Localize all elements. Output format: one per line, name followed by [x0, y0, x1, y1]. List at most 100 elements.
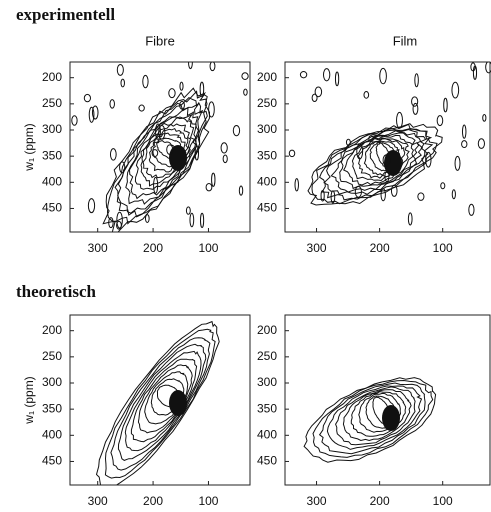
contour-core	[169, 145, 187, 171]
x-tick-label: 100	[433, 241, 453, 255]
y-tick-label: 300	[42, 122, 62, 136]
contour-line	[312, 379, 434, 458]
y-tick-label: 200	[257, 70, 277, 84]
contour-line	[130, 358, 198, 443]
y-tick-label: 350	[42, 148, 62, 162]
contour-speck	[138, 104, 145, 112]
contour-speck	[232, 124, 241, 137]
contour-speck	[470, 62, 476, 72]
plot-frame	[284, 61, 491, 233]
contour-speck	[477, 138, 485, 149]
contour-speck	[411, 96, 419, 107]
contour-speck	[396, 111, 403, 129]
contour-speck	[288, 149, 296, 158]
contour-line	[303, 377, 437, 463]
contour-speck	[485, 62, 491, 74]
x-tick-label: 200	[370, 241, 390, 255]
x-tick-label: 300	[307, 241, 327, 255]
contour-speck	[440, 182, 446, 190]
contour-speck	[83, 93, 91, 103]
y-tick-label: 200	[42, 323, 62, 337]
y-tick-label: 400	[42, 174, 62, 188]
y-axis-label: w₁ (ppm)	[22, 376, 36, 424]
contour-speck	[334, 71, 340, 87]
contour-speck	[407, 212, 413, 226]
contour-speck	[241, 72, 249, 80]
contour-speck	[116, 220, 122, 230]
contour-line	[114, 96, 208, 218]
contour-speck	[345, 138, 351, 146]
y-tick-label: 200	[257, 323, 277, 337]
contour-speck	[363, 91, 370, 99]
contour-line	[117, 343, 207, 461]
plot	[71, 62, 249, 232]
y-tick-label: 350	[257, 148, 277, 162]
contour-speck	[158, 124, 166, 140]
x-tick-label: 100	[198, 494, 218, 508]
contour-speck	[382, 154, 391, 167]
y-tick-label: 450	[42, 454, 62, 468]
contour-speck	[200, 212, 205, 229]
contour-line	[104, 328, 216, 479]
contour-speck	[155, 123, 161, 140]
contour-speck	[205, 183, 213, 192]
contour-speck	[116, 211, 123, 229]
contour-speck	[153, 176, 159, 194]
x-tick-label: 100	[433, 494, 453, 508]
y-tick-label: 400	[257, 174, 277, 188]
contour-speck	[179, 100, 185, 110]
x-tick-label: 300	[307, 494, 327, 508]
contour-speck	[311, 93, 318, 103]
y-tick-label: 250	[42, 96, 62, 110]
contour-speck	[151, 149, 159, 158]
x-tick-label: 200	[370, 494, 390, 508]
contour-speck	[88, 106, 95, 123]
x-tick-label: 300	[88, 241, 108, 255]
y-tick-label: 350	[42, 401, 62, 415]
contour-speck	[451, 189, 456, 200]
y-tick-label: 450	[257, 201, 277, 215]
contour-speck	[443, 97, 448, 113]
contour-speck	[436, 115, 444, 127]
contour-speck	[368, 135, 374, 143]
contour-speck	[379, 67, 387, 85]
contour-line	[95, 320, 220, 485]
contour-speck	[314, 86, 323, 98]
contour-speck	[211, 172, 216, 187]
contour-speck	[299, 71, 308, 79]
contour-speck	[71, 115, 78, 126]
y-tick-label: 250	[257, 349, 277, 363]
contour-speck	[189, 212, 195, 228]
contour-line	[342, 389, 412, 442]
y-tick-label: 400	[42, 427, 62, 441]
plot-frame	[69, 61, 251, 233]
y-tick-label: 300	[257, 122, 277, 136]
contour-speck	[220, 142, 228, 154]
contour-speck	[222, 154, 228, 164]
contour-speck	[451, 81, 460, 99]
contour-speck	[417, 192, 425, 201]
contour-line	[140, 123, 192, 187]
contour-speck	[108, 217, 114, 229]
contour-speck	[461, 124, 467, 139]
contour-core	[384, 150, 402, 176]
contour-speck	[119, 161, 126, 174]
y-tick-label: 450	[257, 454, 277, 468]
contour-line	[124, 350, 202, 452]
y-tick-label: 450	[42, 201, 62, 215]
contour-line	[326, 385, 423, 450]
contour-speck	[384, 170, 390, 183]
contour-line	[323, 128, 427, 195]
plot-title: Film	[393, 33, 418, 48]
contour-line	[335, 386, 416, 446]
contour-speck	[166, 144, 174, 155]
contour-core	[169, 390, 187, 416]
contour-line	[128, 113, 197, 200]
plot	[95, 320, 220, 485]
contour-speck	[461, 140, 468, 149]
contour-line	[102, 87, 211, 232]
y-tick-label: 300	[42, 375, 62, 389]
contour-speck	[468, 203, 475, 216]
contour-speck	[209, 62, 216, 72]
